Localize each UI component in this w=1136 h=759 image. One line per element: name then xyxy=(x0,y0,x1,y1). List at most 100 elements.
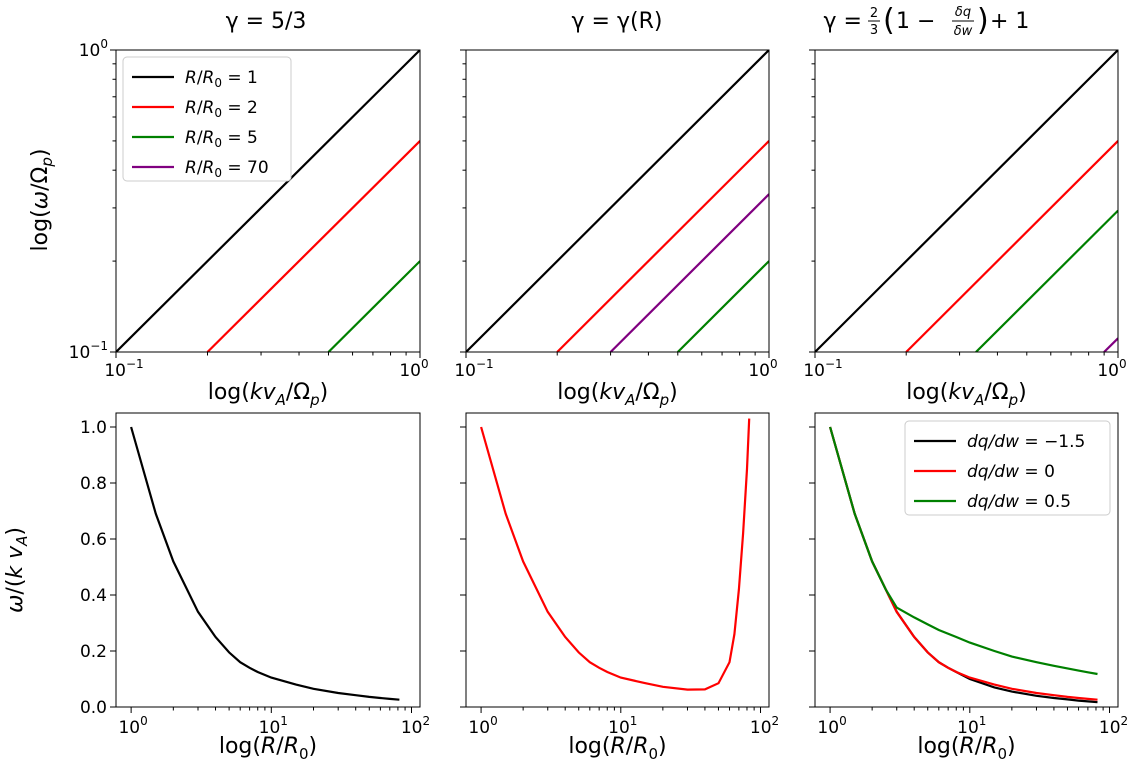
series-line-4 xyxy=(609,193,769,352)
bottom-ylabel: ω/(k vA) xyxy=(3,527,31,613)
legend-label: dq/dw = 0.5 xyxy=(967,492,1071,512)
series-line-2 xyxy=(206,140,420,352)
svg-text:2: 2 xyxy=(870,6,878,21)
x-axis-label: log(R/R0) xyxy=(917,734,1015,759)
axes-frame xyxy=(465,49,770,353)
y-tick-label: 0.6 xyxy=(80,530,107,550)
legend-label: dq/dw = −1.5 xyxy=(967,432,1085,452)
tick-labels: 100 101 102 0.0 0.2 0.4 0.6 0.8 1.0 xyxy=(80,418,430,738)
series-line-2 xyxy=(556,140,769,352)
tick-labels: 100 101 102 xyxy=(817,714,1128,738)
ticks xyxy=(809,426,1111,713)
x-tick-label: 100 xyxy=(399,357,428,381)
ticks xyxy=(460,49,770,358)
x-axis-label: log(R/R0) xyxy=(568,734,666,759)
series-line-3 xyxy=(327,260,420,352)
axes-frame xyxy=(465,412,770,708)
panel3-title: γ = 2 3 ( 1 − δq δw ) + 1 xyxy=(824,3,1030,39)
panel-5: 100 101 102 log(R/R0) xyxy=(460,412,779,759)
y-tick-label: 0.2 xyxy=(80,642,107,662)
legend-label: R/R0 = 5 xyxy=(185,128,258,150)
axes-frame xyxy=(814,49,1119,353)
series-line-2 xyxy=(829,426,1098,701)
x-tick-label: 100 xyxy=(118,714,147,738)
svg-text:3: 3 xyxy=(870,23,878,38)
axes-frame xyxy=(115,412,421,708)
tick-labels: 100 101 102 xyxy=(468,714,779,738)
series-line-1 xyxy=(116,50,420,352)
series-group xyxy=(466,50,769,352)
series-line-4 xyxy=(1103,337,1118,352)
svg-text:δw: δw xyxy=(954,24,973,39)
panel-3: 10−1 100 log(kvA/Ωp) xyxy=(803,49,1127,409)
x-axis-label: log(kvA/Ωp) xyxy=(906,380,1027,409)
svg-text:+ 1: + 1 xyxy=(990,9,1029,34)
panel1-title: γ = 5/3 xyxy=(226,9,307,34)
ticks xyxy=(809,49,1119,358)
x-tick-label: 10−1 xyxy=(803,357,842,381)
x-tick-label: 10−1 xyxy=(104,357,143,381)
legend-box xyxy=(122,56,292,182)
ticks xyxy=(460,426,762,713)
legend: R/R0 = 1 R/R0 = 2 R/R0 = 5 R/R0 = 70 xyxy=(122,56,292,182)
y-tick-label: 1.0 xyxy=(80,418,107,438)
series-group xyxy=(829,426,1098,704)
series-line-1 xyxy=(130,426,400,701)
x-tick-label: 10−1 xyxy=(454,357,493,381)
x-tick-label: 101 xyxy=(957,714,986,738)
series-group xyxy=(480,418,751,691)
x-tick-label: 100 xyxy=(817,714,846,738)
series-group xyxy=(116,50,420,352)
x-tick-label: 100 xyxy=(468,714,497,738)
series-line-1 xyxy=(815,50,1118,352)
y-tick-label: 0.0 xyxy=(80,698,107,718)
series-line-3 xyxy=(677,260,769,352)
panel2-title: γ = γ(R) xyxy=(572,9,663,34)
x-tick-label: 100 xyxy=(1097,357,1126,381)
tick-labels: 10−1 100 xyxy=(803,357,1126,381)
series-group xyxy=(130,426,400,701)
series-line-3 xyxy=(975,209,1118,352)
y-tick-label: 0.8 xyxy=(80,474,107,494)
tick-labels: 10−1 100 xyxy=(454,357,777,381)
legend-label: dq/dw = 0 xyxy=(967,462,1055,482)
y-tick-label: 0.4 xyxy=(80,586,107,606)
legend-label: R/R0 = 1 xyxy=(185,68,258,90)
x-tick-label: 102 xyxy=(401,714,430,738)
panel-2: 10−1 100 log(kvA/Ωp) xyxy=(454,49,778,409)
top-ylabel: log(ω/Ωp) xyxy=(28,149,56,252)
ticks xyxy=(110,426,412,713)
x-axis-label: log(R/R0) xyxy=(219,734,317,759)
tick-labels: 10−1 100 10−1 100 xyxy=(69,37,429,381)
x-tick-label: 101 xyxy=(608,714,637,738)
x-tick-label: 102 xyxy=(750,714,779,738)
axes-frame xyxy=(115,49,421,353)
svg-text:δq: δq xyxy=(955,5,971,20)
x-tick-label: 102 xyxy=(1099,714,1128,738)
x-axis-label: log(kvA/Ωp) xyxy=(557,380,678,409)
svg-text:): ) xyxy=(977,3,989,38)
series-line-1 xyxy=(466,50,769,352)
series-line-2 xyxy=(905,140,1118,352)
y-tick-label: 100 xyxy=(79,37,108,61)
legend-label: R/R0 = 2 xyxy=(185,98,258,120)
x-tick-label: 100 xyxy=(748,357,777,381)
series-group xyxy=(815,50,1118,352)
x-tick-label: 101 xyxy=(259,714,288,738)
axes-frame xyxy=(814,412,1119,708)
svg-text:(: ( xyxy=(883,3,895,38)
series-line-3 xyxy=(829,426,1098,676)
y-tick-label: 10−1 xyxy=(69,339,108,363)
series-line-1 xyxy=(480,418,751,691)
legend-box xyxy=(904,420,1111,516)
svg-text:1 −: 1 − xyxy=(896,9,935,34)
svg-text:γ =: γ = xyxy=(824,9,862,34)
panel-4: 100 101 102 0.0 0.2 0.4 0.6 0.8 1.0 log(R/R0) xyxy=(80,412,430,759)
ticks xyxy=(110,49,421,358)
legend: dq/dw = −1.5 dq/dw = 0 dq/dw = 0.5 xyxy=(904,420,1111,516)
x-axis-label: log(kvA/Ωp) xyxy=(208,380,329,409)
legend-label: R/R0 = 70 xyxy=(185,158,269,180)
